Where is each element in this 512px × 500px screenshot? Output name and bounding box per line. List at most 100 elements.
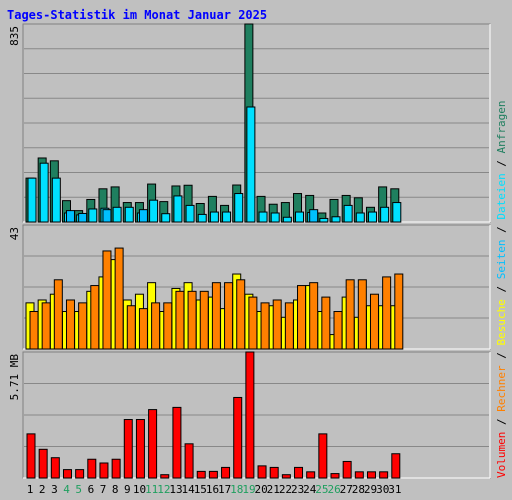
bar-volumen-day-20: [257, 465, 267, 479]
bar-dateien-day-29: [367, 211, 377, 223]
bar-dateien-day-20: [258, 211, 268, 223]
bar-volumen-day-6: [87, 458, 97, 479]
bar-volumen-day-12: [160, 474, 170, 479]
bar-volumen-day-4: [62, 469, 72, 479]
x-tick-day-23: 23: [291, 483, 304, 496]
bar-volumen-day-22: [281, 474, 291, 479]
x-tick-day-20: 20: [254, 483, 267, 496]
bar-rechner-day-13: [175, 290, 185, 350]
bar-rechner-day-3: [53, 279, 63, 350]
legend-separator: /: [495, 220, 508, 240]
legend-separator: /: [495, 346, 508, 366]
x-tick-day-3: 3: [51, 483, 58, 496]
bar-rechner-day-30: [382, 276, 392, 350]
bar-dateien-day-30: [380, 206, 390, 223]
bar-seiten-day-4: [65, 210, 75, 223]
bar-volumen-day-1: [26, 433, 36, 479]
x-tick-day-2: 2: [39, 483, 46, 496]
bar-volumen-day-11: [148, 409, 158, 479]
panel-visits: 43: [8, 224, 491, 350]
bar-dateien-day-18: [234, 193, 244, 223]
bar-volumen-day-30: [379, 471, 389, 479]
series-seiten: [65, 209, 319, 223]
bar-volumen-day-25: [318, 433, 328, 479]
bar-dateien-day-25: [319, 217, 329, 223]
bar-dateien-day-6: [88, 208, 98, 223]
bar-dateien-day-14: [185, 204, 195, 223]
bar-volumen-day-18: [233, 396, 243, 479]
bar-rechner-day-1: [29, 311, 39, 350]
bar-volumen-day-24: [306, 471, 316, 479]
bar-volumen-day-10: [135, 419, 145, 479]
x-tick-day-11: 11: [145, 483, 158, 496]
x-tick-day-27: 27: [340, 483, 353, 496]
bar-rechner-day-9: [126, 305, 136, 350]
bar-volumen-day-31: [391, 453, 401, 479]
series-rechner: [29, 247, 404, 350]
x-tick-day-25: 25: [315, 483, 328, 496]
bar-dateien-day-8: [112, 206, 122, 223]
x-tick-day-16: 16: [206, 483, 219, 496]
chart-title: Tages-Statistik im Monat Januar 2025: [7, 8, 267, 22]
legend-separator: /: [495, 412, 508, 432]
bar-rechner-day-25: [321, 296, 331, 350]
x-tick-day-28: 28: [352, 483, 365, 496]
x-tick-day-29: 29: [364, 483, 377, 496]
bar-dateien-day-15: [197, 213, 207, 223]
x-tick-day-8: 8: [112, 483, 119, 496]
bar-volumen-day-9: [123, 419, 133, 479]
bar-seiten-day-24: [309, 209, 319, 223]
legend-separator: /: [495, 153, 508, 173]
bar-dateien-day-12: [161, 213, 171, 223]
bar-dateien-day-3: [51, 177, 61, 223]
bar-rechner-day-7: [102, 250, 112, 350]
bar-rechner-day-10: [138, 308, 148, 350]
bar-dateien-day-26: [331, 216, 341, 223]
bar-dateien-day-16: [209, 211, 219, 223]
bar-dateien-day-2: [39, 162, 49, 223]
bar-volumen-day-13: [172, 406, 182, 479]
legend-dateien: Dateien: [495, 173, 508, 219]
series-volumen: [26, 351, 401, 479]
bar-rechner-day-5: [78, 302, 88, 350]
bar-rechner-day-11: [151, 302, 161, 350]
x-tick-day-12: 12: [157, 483, 170, 496]
bar-rechner-day-15: [199, 290, 209, 350]
bar-rechner-day-2: [41, 302, 51, 350]
x-tick-day-5: 5: [75, 483, 82, 496]
bar-rechner-day-16: [211, 282, 221, 350]
bar-volumen-day-3: [50, 457, 60, 479]
x-tick-day-6: 6: [88, 483, 95, 496]
x-tick-day-31: 31: [388, 483, 401, 496]
legend-anfragen: Anfragen: [495, 100, 508, 153]
x-tick-day-24: 24: [303, 483, 317, 496]
x-tick-day-13: 13: [169, 483, 182, 496]
bar-seiten-day-10: [138, 209, 148, 223]
legend-separator: /: [495, 279, 508, 299]
panel-volume: 5.71 MB: [8, 351, 491, 479]
bar-dateien-day-31: [392, 202, 402, 223]
legend-besuche: Besuche: [495, 299, 508, 345]
bar-seiten-day-5: [78, 212, 88, 223]
x-tick-day-30: 30: [376, 483, 389, 496]
x-tick-day-17: 17: [218, 483, 231, 496]
bar-volumen-day-5: [75, 469, 85, 479]
bar-dateien-day-1: [27, 177, 37, 223]
bar-dateien-day-23: [295, 211, 305, 223]
y-max-label: 5.71 MB: [8, 354, 21, 401]
bar-volumen-day-15: [196, 470, 206, 479]
bar-volumen-day-17: [221, 466, 231, 479]
bar-volumen-day-19: [245, 351, 255, 479]
bar-rechner-day-26: [333, 311, 343, 350]
bar-rechner-day-27: [345, 279, 355, 350]
bar-rechner-day-8: [114, 247, 124, 350]
legend-seiten: Seiten: [495, 240, 508, 280]
bar-rechner-day-22: [284, 302, 294, 350]
bar-dateien-day-19: [246, 106, 256, 223]
x-tick-day-14: 14: [182, 483, 196, 496]
bar-rechner-day-31: [394, 273, 404, 350]
bar-volumen-day-26: [330, 473, 340, 479]
legend-volumen: Volumen: [495, 432, 508, 478]
series-legend-vertical: Volumen / Rechner / Besuche / Seiten / D…: [495, 100, 508, 478]
bar-volumen-day-23: [294, 466, 304, 479]
